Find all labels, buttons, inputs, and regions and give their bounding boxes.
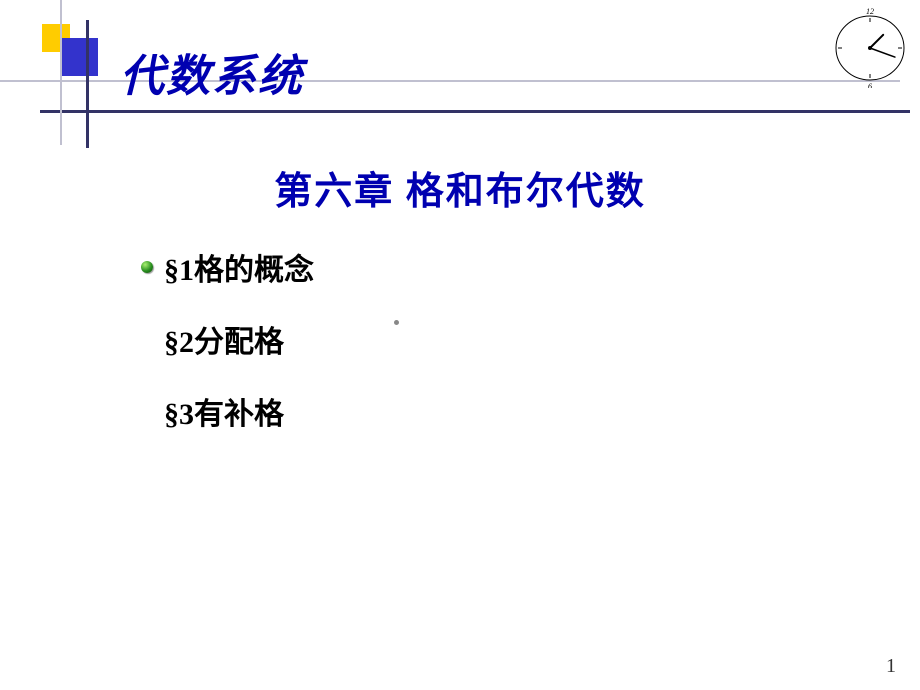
deco-square-blue xyxy=(60,38,98,76)
chapter-title: 第六章 格和布尔代数 xyxy=(0,160,920,215)
clock-label-12: 12 xyxy=(866,8,874,16)
deco-vline-light xyxy=(60,0,62,145)
header-decoration xyxy=(20,24,115,149)
clock-label-6: 6 xyxy=(868,82,872,88)
table-of-contents: §1格的概念 §2分配格 §3有补格 xyxy=(130,245,314,461)
toc-label: §3有补格 xyxy=(164,389,284,433)
deco-hline-dark xyxy=(40,110,910,113)
toc-label: §1格的概念 xyxy=(164,245,314,289)
page-number: 1 xyxy=(886,655,896,678)
clock-icon: 12 6 xyxy=(830,8,910,88)
main-title: 代数系统 xyxy=(120,40,304,104)
clock-minute-hand xyxy=(870,48,895,57)
deco-vline-dark xyxy=(86,20,89,148)
clock-hour-hand xyxy=(870,35,883,48)
toc-item: §3有补格 xyxy=(130,389,314,433)
toc-item: §1格的概念 xyxy=(130,245,314,289)
bullet-icon xyxy=(130,261,164,273)
toc-item: §2分配格 xyxy=(130,317,314,361)
toc-label: §2分配格 xyxy=(164,317,284,361)
cursor-dot xyxy=(394,320,399,325)
